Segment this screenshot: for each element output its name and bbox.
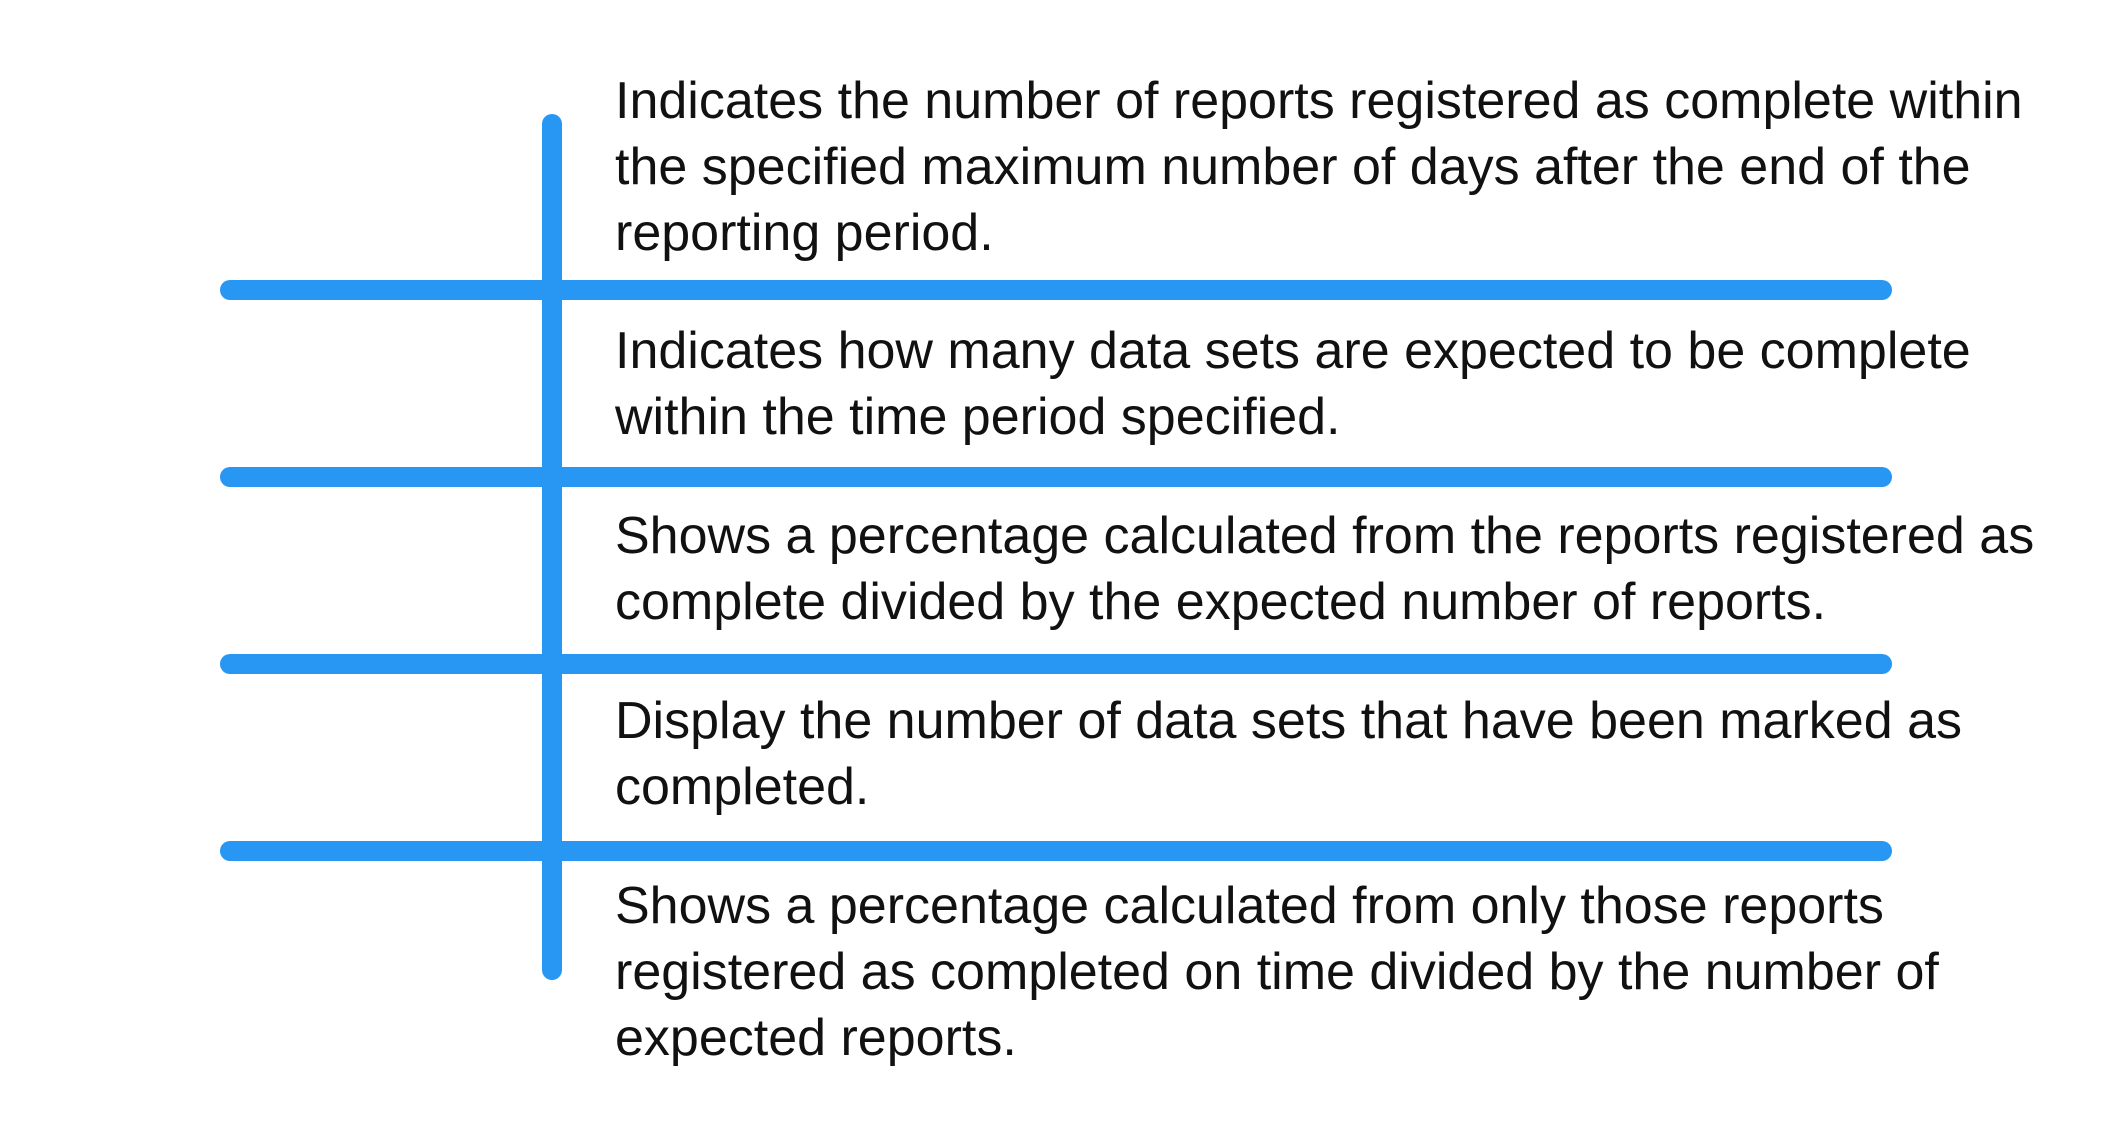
description-text-5: Shows a percentage calculated from only … xyxy=(615,877,1939,1067)
description-text-3: Shows a percentage calculated from the r… xyxy=(615,507,2035,631)
horizontal-divider-line-1 xyxy=(220,280,1892,300)
description-text-2: Indicates how many data sets are expecte… xyxy=(615,322,1971,446)
horizontal-divider-line-2 xyxy=(220,467,1892,487)
horizontal-divider-line-3 xyxy=(220,654,1892,674)
description-text-1: Indicates the number of reports register… xyxy=(615,72,2023,262)
description-text-4: Display the number of data sets that hav… xyxy=(615,692,1962,816)
horizontal-divider-line-4 xyxy=(220,841,1892,861)
vertical-divider-line xyxy=(542,114,562,980)
